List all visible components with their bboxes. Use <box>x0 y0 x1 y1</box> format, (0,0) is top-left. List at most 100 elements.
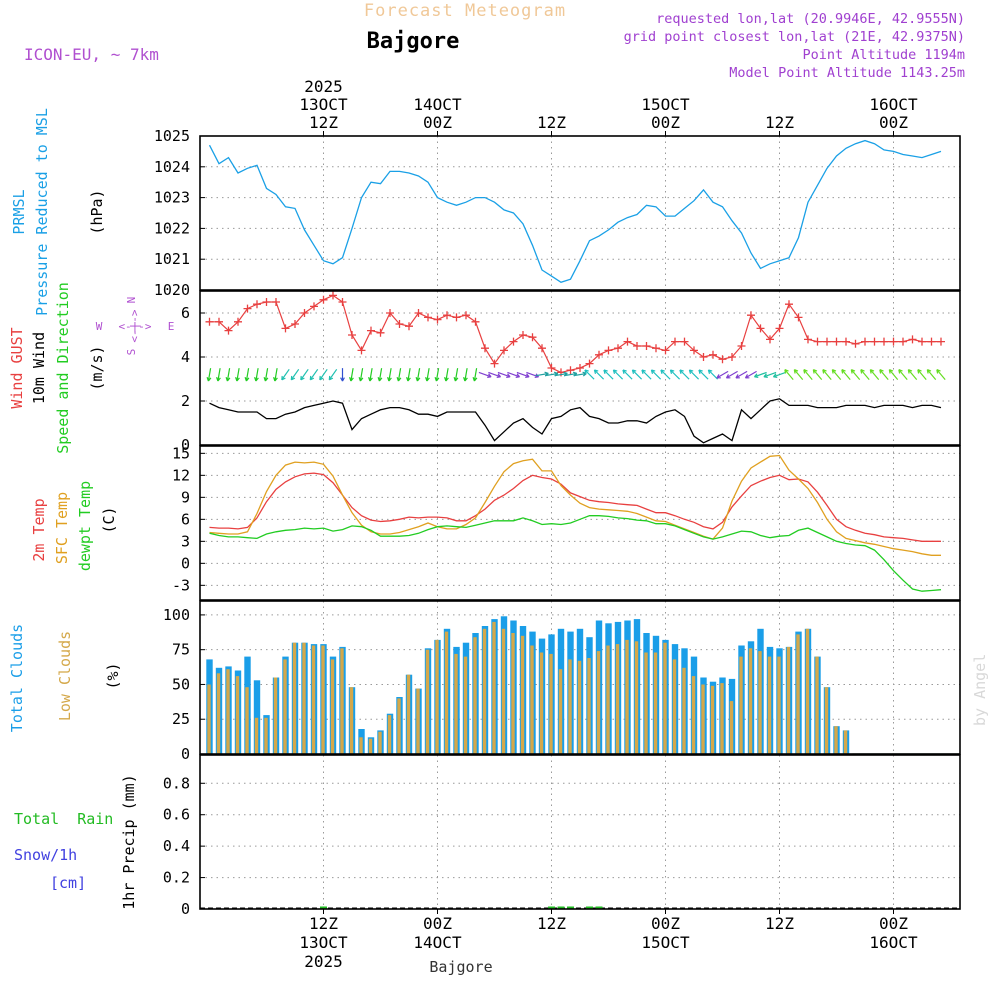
wind-direction-arrow <box>593 369 605 380</box>
top-time-label-line3: 00Z <box>879 113 908 132</box>
gust-point <box>794 313 803 322</box>
low-cloud-bar <box>748 648 753 754</box>
low-cloud-bar <box>340 648 344 754</box>
wind-direction-arrow <box>831 369 842 380</box>
low-cloud-bar <box>273 677 278 754</box>
y-tick-label: 6 <box>181 510 190 528</box>
low-cloud-bar <box>682 667 686 754</box>
wind-direction-arrow <box>622 369 633 380</box>
y-tick-label: 100 <box>163 606 190 624</box>
precip-label-cm: [cm] <box>50 874 86 892</box>
wind-direction-arrow <box>860 369 870 380</box>
wind-direction-arrow <box>368 368 373 382</box>
wind-direction-arrow <box>444 368 449 382</box>
wind-direction-arrow <box>735 370 748 379</box>
pressure-line <box>208 139 942 284</box>
wind-direction-arrow <box>772 371 786 378</box>
wind-labels: Wind GUST 10m Wind Speed and Direction (… <box>8 282 174 454</box>
gust-point <box>253 300 261 309</box>
low-cloud-bar <box>615 644 620 754</box>
low-cloud-bar <box>777 656 781 754</box>
low-cloud-bar <box>729 701 734 754</box>
low-cloud-bar <box>501 628 506 754</box>
y-tick-label: 1025 <box>154 127 190 145</box>
low-cloud-bar <box>330 659 335 754</box>
bottom-time-label-line1: 12Z <box>309 914 338 933</box>
y-tick-label: 0.6 <box>163 806 190 824</box>
wind-direction-arrow <box>688 369 700 380</box>
gust-point <box>614 344 622 353</box>
gust-point <box>443 311 451 320</box>
low-cloud-bar <box>767 656 772 754</box>
low-cloud-bar <box>663 642 667 754</box>
top-time-label-line3: 12Z <box>309 113 338 132</box>
low-cloud-bar <box>292 642 297 754</box>
wind-direction-arrow <box>434 368 440 382</box>
wind-direction-arrow <box>753 371 767 378</box>
low-cloud-bar <box>302 642 306 754</box>
gust-point <box>699 353 708 361</box>
gust-point <box>889 337 898 346</box>
low-cloud-bar <box>359 737 363 754</box>
low-cloud-bar <box>454 653 458 754</box>
gust-point <box>414 309 423 317</box>
top-time-label-line1: 2025 <box>304 77 343 96</box>
low-cloud-bar <box>520 635 525 754</box>
top-time-label-line2: 13OCT <box>299 95 348 114</box>
panel-frame <box>199 754 961 910</box>
gust-point <box>576 364 584 372</box>
bottom-time-label-line2: 16OCT <box>869 933 918 952</box>
wind-direction-arrow <box>812 369 823 380</box>
gust-point <box>851 339 860 348</box>
gust-point <box>585 359 594 368</box>
wind-direction-arrow <box>507 371 521 378</box>
compass-east: E <box>168 320 175 333</box>
gust-point <box>709 350 717 359</box>
gust-point <box>642 342 651 350</box>
model-altitude: Model Point Altitude 1143.25m <box>729 65 965 81</box>
low-cloud-bar <box>473 637 477 754</box>
gust-point <box>538 344 546 353</box>
gust-point <box>927 337 936 346</box>
low-cloud-bar <box>311 645 316 754</box>
low-cloud-bar <box>397 698 401 754</box>
wind-direction-arrow <box>358 368 364 382</box>
wind-direction-arrow <box>216 368 221 382</box>
top-time-label-line3: 12Z <box>765 113 794 132</box>
gust-point <box>918 337 926 346</box>
y-tick-label: 0.2 <box>163 869 190 887</box>
precip-label-rain: Total Rain <box>14 810 113 828</box>
wind-direction-arrow <box>879 369 889 380</box>
y-tick-label: 6 <box>181 304 190 322</box>
wind-direction-arrow <box>793 369 804 380</box>
model-label: ICON-EU, ~ 7km <box>24 45 159 64</box>
rain-bar <box>595 906 603 909</box>
wind-direction-arrow <box>917 369 927 380</box>
low-cloud-bar <box>739 656 743 754</box>
wind-direction-arrow <box>822 369 832 380</box>
low-cloud-bar <box>691 676 696 754</box>
low-cloud-bar <box>425 649 430 754</box>
wind-direction-arrow <box>679 369 690 380</box>
gust-point <box>452 313 461 322</box>
low-cloud-bar <box>378 731 382 754</box>
y-tick-label: 0 <box>181 745 190 763</box>
gust-point <box>386 309 394 317</box>
gust-point <box>832 337 841 346</box>
cloud-label-low: Low Clouds <box>56 631 74 721</box>
low-cloud-bar <box>644 652 648 754</box>
gust-point <box>500 346 508 355</box>
location-title: Bajgore <box>367 29 460 54</box>
low-cloud-bar <box>321 645 325 754</box>
footer-location: Bajgore <box>429 958 492 976</box>
wind-direction-arrow <box>650 369 662 380</box>
gust-point <box>775 324 784 333</box>
gust-point <box>661 346 670 355</box>
wind-direction-arrow <box>763 371 777 378</box>
chart-marks: 1020102110221023102410250246-30369121502… <box>154 77 961 971</box>
wind-direction-arrow <box>869 369 880 380</box>
wind-unit: (m/s) <box>88 345 106 390</box>
gust-point <box>908 335 917 344</box>
low-cloud-bar <box>824 687 829 754</box>
